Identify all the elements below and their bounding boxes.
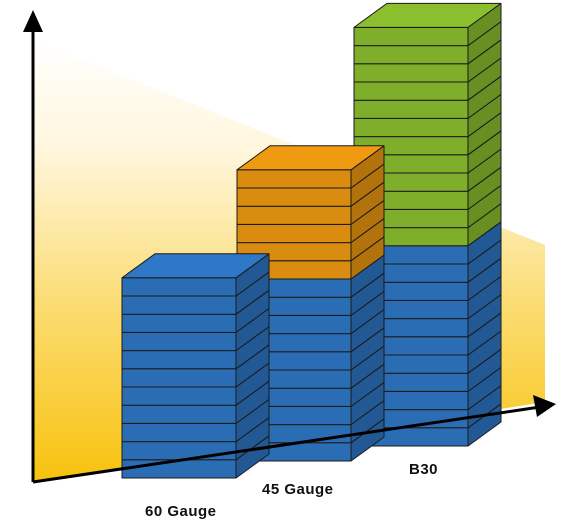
bar-segment-60-gauge-s0 bbox=[121, 386, 237, 406]
bar-60-gauge bbox=[121, 253, 270, 479]
bar-segment-45-gauge-s1 bbox=[236, 205, 352, 225]
bar-segment-b30-s2 bbox=[353, 81, 469, 101]
bar-segment-b30-s2 bbox=[353, 117, 469, 138]
bar-segment-45-gauge-s1 bbox=[236, 187, 352, 207]
bar-segment-60-gauge-s0 bbox=[121, 295, 237, 315]
bar-segment-60-gauge-s0 bbox=[121, 441, 237, 461]
bar-top-45-gauge bbox=[236, 145, 385, 171]
bar-segment-b30-s2 bbox=[353, 63, 469, 83]
bar-segment-60-gauge-s0 bbox=[121, 350, 237, 370]
bar-top-b30 bbox=[353, 2, 502, 28]
bar-top-60-gauge bbox=[121, 253, 270, 279]
x-axis-arrowhead bbox=[533, 395, 556, 417]
bar-segment-60-gauge-s0 bbox=[121, 331, 237, 352]
category-label-60-gauge: 60 Gauge bbox=[145, 503, 217, 520]
bar-segment-b30-s2 bbox=[353, 99, 469, 119]
bar-segment-b30-s2 bbox=[353, 26, 469, 47]
x-axis bbox=[32, 405, 541, 484]
bar-segment-45-gauge-s1 bbox=[236, 223, 352, 244]
bar-segment-60-gauge-s0 bbox=[121, 277, 237, 297]
category-label-45-gauge: 45 Gauge bbox=[262, 481, 334, 498]
bar-segment-60-gauge-s0 bbox=[121, 313, 237, 333]
bar-segment-45-gauge-s1 bbox=[236, 169, 352, 189]
bar-segment-60-gauge-s0 bbox=[121, 368, 237, 388]
bar-segment-60-gauge-s0 bbox=[121, 422, 237, 443]
bar-segment-60-gauge-s0 bbox=[121, 404, 237, 424]
bar-segment-60-gauge-s0 bbox=[121, 459, 237, 479]
y-axis-arrowhead bbox=[23, 10, 43, 32]
bar-segment-b30-s2 bbox=[353, 45, 469, 65]
category-label-b30: B30 bbox=[409, 461, 438, 478]
